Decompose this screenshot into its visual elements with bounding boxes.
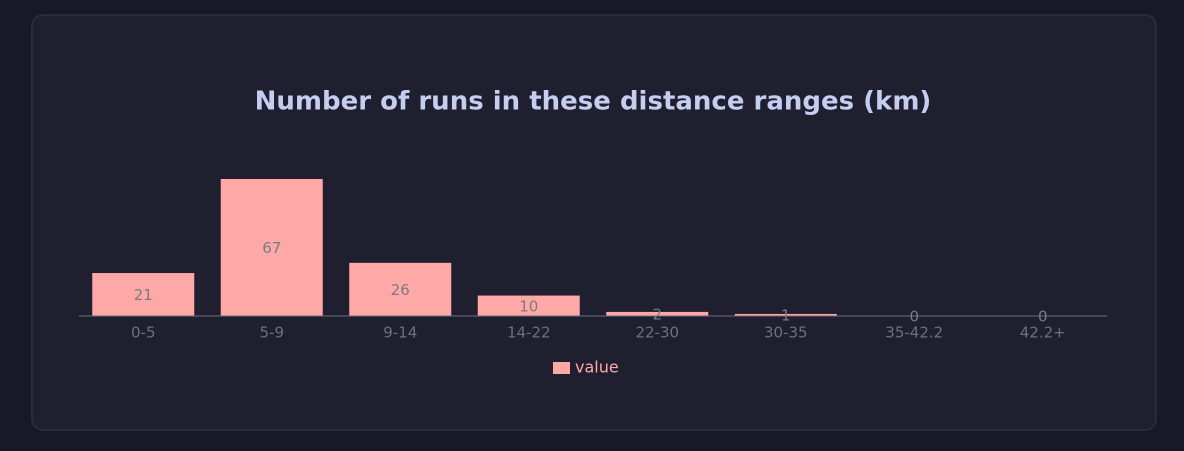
bar — [734, 313, 837, 316]
value-label: 21 — [134, 286, 153, 304]
legend-swatch — [553, 362, 570, 374]
bar — [477, 295, 580, 316]
value-label: 26 — [391, 281, 410, 299]
x-tick-label: 35-42.2 — [885, 324, 943, 342]
value-label: 67 — [262, 239, 281, 257]
legend-label: value — [575, 358, 619, 377]
bar — [349, 262, 452, 316]
value-label: 1 — [781, 306, 791, 324]
value-label: 10 — [519, 297, 538, 315]
x-tick-label: 14-22 — [507, 324, 551, 342]
value-label: 0 — [909, 308, 919, 326]
value-label: 0 — [1038, 308, 1048, 326]
x-tick-label: 5-9 — [260, 324, 285, 342]
x-tick-label: 0-5 — [131, 324, 156, 342]
x-tick-label: 42.2+ — [1020, 324, 1066, 342]
bar — [92, 273, 195, 316]
bar — [606, 311, 709, 316]
x-tick-label: 22-30 — [635, 324, 679, 342]
bar — [220, 179, 323, 316]
chart-title: Number of runs in these distance ranges … — [255, 87, 932, 117]
card — [31, 14, 1157, 431]
value-label: 2 — [652, 305, 662, 323]
x-tick-label: 9-14 — [383, 324, 417, 342]
x-tick-label: 30-35 — [764, 324, 808, 342]
